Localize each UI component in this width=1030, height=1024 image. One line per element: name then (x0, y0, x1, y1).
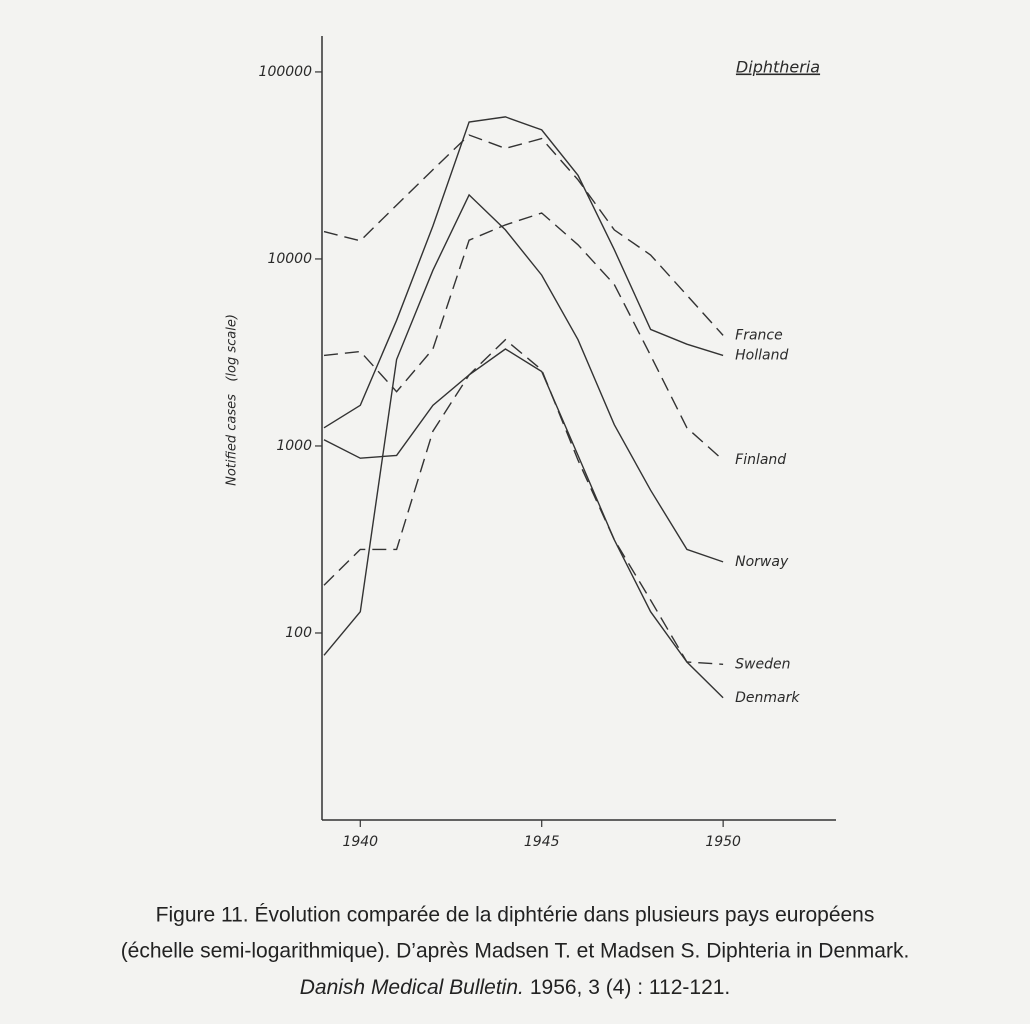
x-tick-label: 1945 (524, 834, 560, 850)
caption-line: Figure 11. Évolution comparée de la diph… (156, 904, 875, 927)
x-tick-label: 1950 (705, 834, 741, 850)
series-line (323, 212, 724, 461)
series-label: Sweden (735, 656, 790, 672)
x-tick-label: 1940 (342, 834, 378, 850)
series-line (323, 134, 724, 336)
y-axis-label: Notified cases (log scale) (225, 314, 240, 486)
caption-reference: 1956, 3 (4) : 112-121. (530, 976, 730, 999)
y-tick-label: 1000 (276, 438, 312, 454)
chart-title: Diphtheria (736, 58, 820, 77)
series-label: Norway (735, 554, 789, 570)
caption-line: (échelle semi-logarithmique). D’après Ma… (121, 940, 910, 963)
series-line (323, 338, 724, 665)
caption-line: Danish Medical Bulletin. 1956, 3 (4) : 11… (300, 976, 731, 999)
series-line (323, 348, 724, 699)
series-label: Finland (735, 452, 786, 468)
series-label: Denmark (735, 690, 800, 706)
y-tick-label: 100000 (259, 64, 313, 80)
series-line (323, 193, 724, 656)
caption-journal: Danish Medical Bulletin. (300, 976, 524, 999)
y-tick-label: 100 (285, 625, 312, 641)
series-label: France (735, 327, 783, 343)
series-line (323, 116, 724, 429)
series-label: Holland (735, 347, 788, 363)
y-tick-label: 10000 (267, 251, 312, 267)
